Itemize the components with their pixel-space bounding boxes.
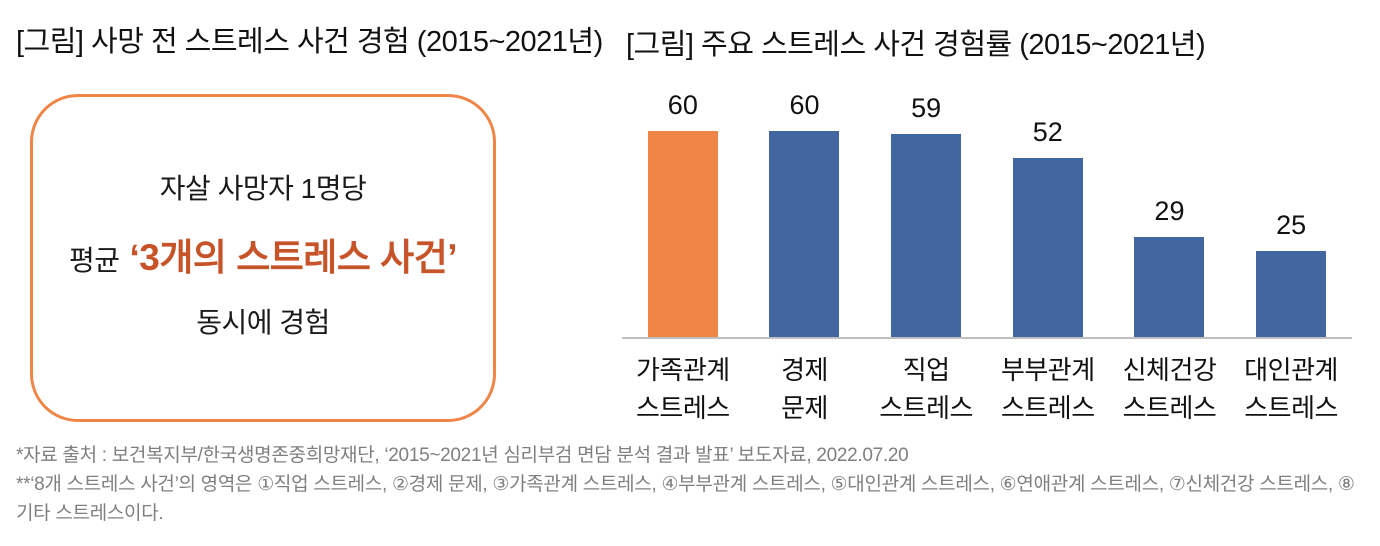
bar-column: 60 <box>622 92 744 337</box>
category-label-line: 스트레스 <box>1000 393 1095 423</box>
bar-column: 25 <box>1230 212 1352 337</box>
bar <box>1256 251 1327 337</box>
bar-column: 29 <box>1109 198 1231 337</box>
category-label-line: 경제 <box>781 355 828 385</box>
bar-column: 59 <box>865 95 987 337</box>
category-label-line: 스트레스 <box>635 393 730 423</box>
bar-value-label: 60 <box>667 90 698 120</box>
bar <box>1134 237 1205 337</box>
category-label-line: 대인관계 <box>1244 355 1338 385</box>
bar-value-label: 52 <box>1032 117 1063 147</box>
x-axis-line <box>622 337 1352 339</box>
bar-value-label: 59 <box>911 93 942 123</box>
callout-line-1: 자살 사망자 1명당 <box>159 173 367 204</box>
category-label-line: 직업 <box>902 355 950 385</box>
footnote-source: *자료 출처 : 보건복지부/한국생명존중희망재단, ‘2015~2021년 심… <box>16 445 909 466</box>
callout-line-3: 동시에 경험 <box>196 307 330 338</box>
footnote-definition: **‘8개 스트레스 사건’의 영역은 ①직업 스트레스, ②경제 문제, ③가… <box>16 474 1355 524</box>
bar-value-label: 29 <box>1154 196 1185 226</box>
bar-value-label: 60 <box>789 90 820 120</box>
bar-column: 52 <box>987 119 1109 337</box>
category-label-line: 문제 <box>781 393 828 423</box>
right-figure-title: [그림] 주요 스트레스 사건 경험률 (2015~2021년) <box>626 29 1206 61</box>
bar-chart: 60 60 59 52 29 25 가족관계 스트레스 경제 문제 직업 스트레스 부부관계 스트레스 신… <box>622 85 1352 427</box>
category-label-line: 스트레스 <box>1122 393 1217 423</box>
bar-chart-plot-area: 60 60 59 52 29 25 <box>622 85 1352 337</box>
category-label-line: 스트레스 <box>1244 393 1338 423</box>
footnotes: *자료 출처 : 보건복지부/한국생명존중희망재단, ‘2015~2021년 심… <box>16 441 1368 528</box>
summary-callout-box: 자살 사망자 1명당 평균 ‘3개의 스트레스 사건’ 동시에 경험 <box>30 94 496 422</box>
callout-highlight-text: ‘3개의 스트레스 사건’ <box>129 237 458 278</box>
bar <box>647 131 718 337</box>
category-label-line: 가족관계 <box>635 355 730 385</box>
x-axis-labels: 가족관계 스트레스 경제 문제 직업 스트레스 부부관계 스트레스 신체건강 스트레스 대인관계 스트… <box>622 351 1352 427</box>
callout-line-2: 평균 ‘3개의 스트레스 사건’ <box>68 227 458 281</box>
callout-line-2-prefix: 평균 <box>68 245 120 276</box>
category-label-line: 스트레스 <box>879 393 973 423</box>
bar <box>891 134 962 337</box>
category-label-line: 신체건강 <box>1122 355 1217 385</box>
category-label-line: 부부관계 <box>1000 355 1095 385</box>
bar <box>769 131 840 337</box>
bar <box>1012 158 1083 337</box>
bar-column: 60 <box>744 92 866 337</box>
bar-value-label: 25 <box>1276 210 1307 240</box>
left-figure-title: [그림] 사망 전 스트레스 사건 경험 (2015~2021년) <box>16 26 603 58</box>
